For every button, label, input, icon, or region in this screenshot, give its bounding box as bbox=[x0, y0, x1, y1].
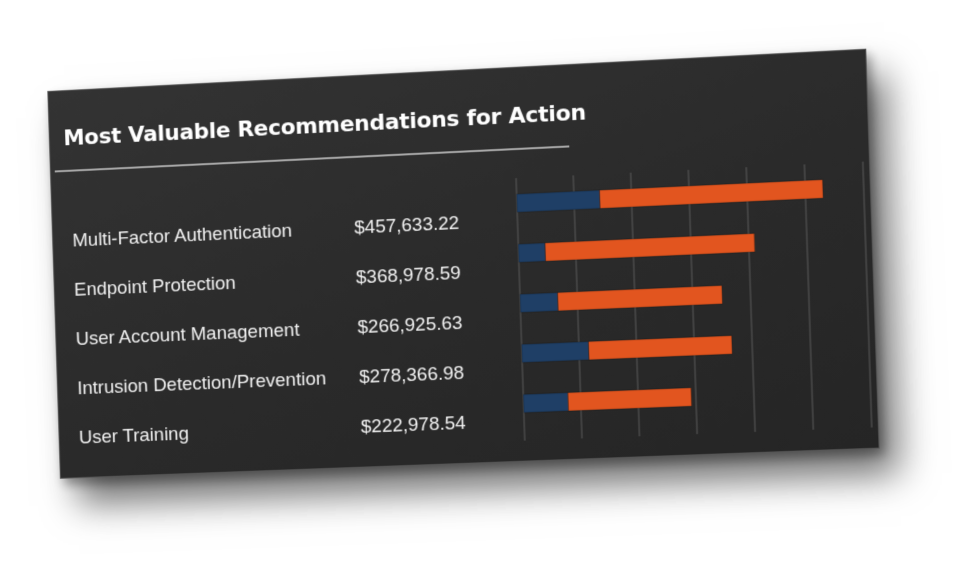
gridline-6 bbox=[863, 162, 872, 428]
row-value-0: $457,633.22 bbox=[353, 212, 460, 239]
gridline-4 bbox=[746, 167, 755, 432]
row-value-1: $368,978.59 bbox=[355, 262, 462, 289]
bar-1-segment-0 bbox=[518, 243, 545, 262]
bar-3-segment-1 bbox=[589, 336, 733, 360]
row-value-4: $222,978.54 bbox=[360, 412, 467, 438]
row-label-2: User Account Management bbox=[75, 319, 300, 350]
row-label-0: Multi-Factor Authentication bbox=[72, 220, 293, 252]
bar-0-segment-1 bbox=[600, 180, 823, 209]
recommendations-card: Most Valuable Recommendations for Action… bbox=[47, 48, 880, 479]
row-value-2: $266,925.63 bbox=[357, 312, 463, 339]
row-label-4: User Training bbox=[78, 423, 190, 449]
bar-4-segment-0 bbox=[523, 393, 568, 413]
bar-2-segment-0 bbox=[520, 293, 558, 313]
bar-2-segment-1 bbox=[558, 286, 723, 311]
row-label-1: Endpoint Protection bbox=[73, 272, 237, 301]
row-label-3: Intrusion Detection/Prevention bbox=[77, 368, 327, 400]
bar-3-segment-0 bbox=[522, 342, 590, 363]
stacked-bar-chart bbox=[514, 161, 878, 440]
bar-4-segment-1 bbox=[568, 388, 692, 411]
gridline-5 bbox=[804, 164, 813, 429]
bar-1-segment-1 bbox=[545, 234, 755, 261]
bar-0-segment-0 bbox=[517, 190, 601, 212]
row-value-3: $278,366.98 bbox=[358, 362, 465, 388]
